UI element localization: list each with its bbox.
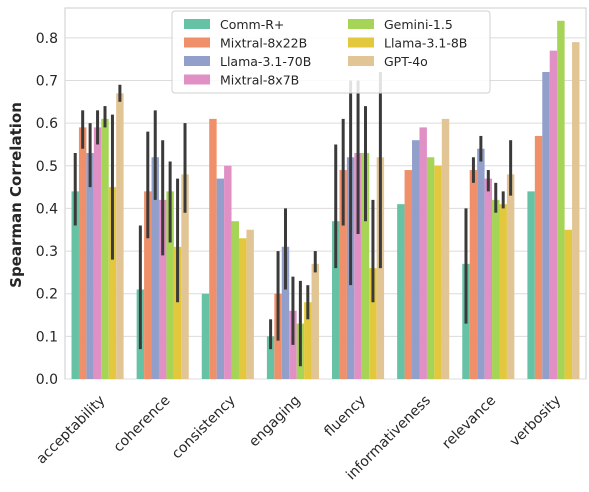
bar	[71, 191, 79, 379]
bar	[412, 140, 420, 379]
bar	[477, 148, 485, 379]
bar	[78, 127, 87, 379]
x-tick-label: consistency	[169, 393, 239, 463]
bar	[499, 204, 507, 379]
x-tick-label: acceptability	[34, 393, 109, 468]
bar	[209, 118, 217, 379]
legend-label: Llama-3.1-8B	[384, 36, 467, 51]
bar	[404, 170, 413, 379]
bar	[173, 246, 182, 379]
legend-label: GPT-4o	[384, 54, 428, 69]
bar	[332, 221, 340, 379]
bar	[151, 157, 159, 379]
y-tick-label: 0.0	[36, 372, 58, 388]
legend-label: Gemini-1.5	[384, 17, 453, 32]
bar	[572, 42, 580, 380]
bar	[101, 118, 109, 379]
bar	[181, 174, 189, 379]
bar	[339, 170, 347, 379]
bar	[369, 268, 377, 379]
bar	[224, 165, 232, 379]
legend-label: Llama-3.1-70B	[220, 54, 311, 69]
x-tick-label: engaging	[246, 393, 304, 451]
bar	[158, 199, 167, 379]
bar	[397, 204, 405, 379]
legend-swatch	[184, 56, 210, 66]
bar	[527, 191, 535, 379]
y-tick-label: 0.3	[36, 244, 58, 260]
legend-swatch	[184, 74, 210, 85]
bar	[108, 187, 117, 379]
bar	[281, 246, 290, 379]
bar	[238, 238, 247, 379]
bar	[144, 191, 152, 379]
bar	[93, 127, 102, 379]
legend-label: Mixtral-8x22B	[220, 36, 307, 51]
x-tick-label: coherence	[111, 393, 174, 456]
legend-label: Comm-R+	[220, 17, 284, 32]
y-tick-label: 0.7	[36, 73, 58, 89]
bar	[469, 170, 478, 379]
bar	[441, 118, 450, 379]
bar	[426, 157, 435, 379]
y-tick-label: 0.6	[36, 116, 58, 132]
bar	[246, 229, 254, 379]
bar	[534, 135, 543, 379]
bar	[116, 93, 124, 379]
bar	[549, 50, 558, 379]
y-axis-label: Spearman Correlation	[7, 102, 25, 288]
bar	[542, 71, 550, 379]
bar	[166, 191, 174, 379]
bars-group	[71, 20, 580, 380]
x-tick-label: relevance	[439, 393, 499, 453]
y-tick-label: 0.5	[36, 159, 58, 175]
bar	[492, 199, 500, 379]
bar	[361, 152, 370, 379]
bar	[266, 336, 275, 379]
bar	[564, 229, 573, 379]
bar	[86, 152, 94, 379]
bar	[231, 221, 239, 379]
x-tick-label: fluency	[321, 393, 368, 440]
bar	[311, 263, 319, 379]
legend-swatch	[348, 37, 374, 48]
bar	[434, 165, 442, 379]
bar	[506, 174, 515, 379]
y-tick-label: 0.1	[36, 329, 58, 345]
bar	[354, 152, 362, 379]
legend-swatch	[184, 19, 210, 29]
bar	[484, 178, 493, 379]
legend-swatch	[184, 37, 210, 48]
bar	[216, 178, 225, 379]
bar	[557, 20, 565, 380]
error-bars-group	[73, 71, 513, 367]
bar	[201, 293, 210, 379]
legend: Comm-R+ Mixtral-8x22B Llama-3.1-70B Mixtral…	[171, 10, 491, 94]
x-tick-label: verbosity	[507, 393, 564, 450]
y-tick-label: 0.4	[36, 201, 58, 217]
bar	[304, 302, 312, 379]
legend-swatch	[348, 56, 374, 66]
y-tick-label: 0.8	[36, 31, 58, 47]
legend-label: Mixtral-8x7B	[220, 73, 299, 88]
y-tick-label: 0.2	[36, 287, 58, 303]
legend-box	[171, 10, 491, 94]
legend-swatch	[348, 19, 374, 29]
bar	[419, 127, 427, 379]
